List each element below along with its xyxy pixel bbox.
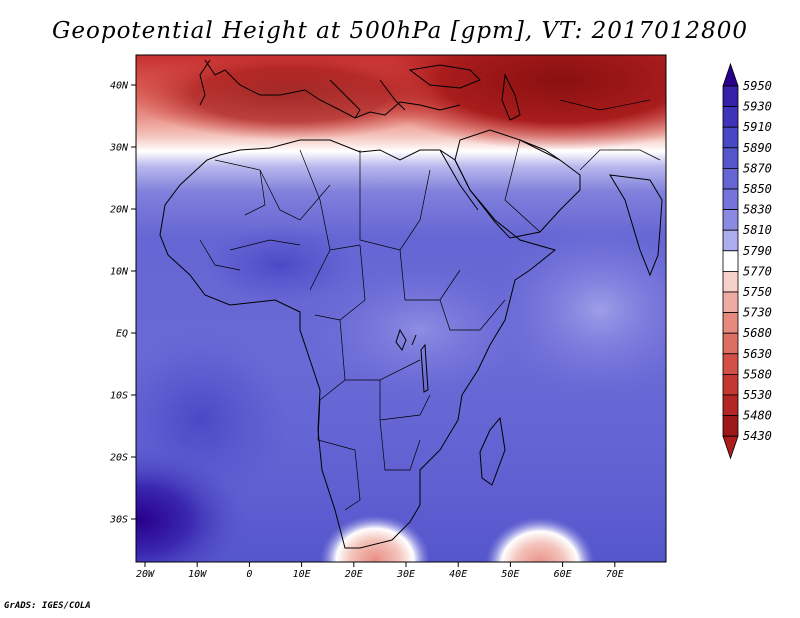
- colorbar-segment: [722, 167, 739, 190]
- lon-tick-label: 20E: [345, 569, 363, 580]
- colorbar-label: 5830: [743, 203, 772, 217]
- colorbar-segment: [722, 126, 739, 149]
- colorbar-label: 5930: [743, 100, 772, 114]
- colorbar-label: 5790: [743, 244, 772, 258]
- lon-tick-label: 40E: [449, 569, 467, 580]
- lon-tick-label: 0: [246, 569, 252, 580]
- colorbar-top-arrow: [722, 62, 739, 87]
- colorbar-segment: [722, 209, 739, 231]
- lon-tick-label: 10E: [293, 569, 311, 580]
- colorbar-label: 5910: [743, 120, 772, 134]
- colorbar-label: 5810: [743, 223, 772, 237]
- colorbar-label: 5950: [743, 79, 772, 93]
- colorbar-label: 5750: [743, 285, 772, 299]
- country-borders: [199, 99, 661, 511]
- lat-tick-label: 10N: [110, 267, 129, 278]
- lat-tick-label: 40N: [110, 81, 129, 92]
- lat-tick-label: 20N: [110, 205, 129, 216]
- lat-tick-label: 10S: [110, 391, 128, 402]
- colorbar-segment: [722, 291, 739, 314]
- colorbar-segment: [722, 312, 739, 334]
- colorbar-label: 5870: [743, 161, 772, 175]
- lon-tick-label: 60E: [554, 569, 572, 580]
- colorbar-segment: [722, 394, 739, 417]
- colorbar-segment: [722, 353, 739, 375]
- colorbar-label: 5580: [743, 367, 772, 381]
- map-title: Geopotential Height at 500hPa [gpm], VT:…: [52, 18, 748, 44]
- colorbar-segment: [722, 270, 739, 293]
- colorbar-segment: [722, 229, 739, 252]
- colorbar-segment: [722, 106, 739, 128]
- colorbar-label: 5770: [743, 264, 772, 278]
- colorbar-label: 5480: [743, 409, 772, 423]
- lon-tick-label: 30E: [396, 569, 415, 580]
- colorbar: 5950 5930 5910 5890 5870 5850 5830 5810 5790 5770…: [722, 62, 772, 460]
- footer-credit: GrADS: IGES/COLA: [4, 601, 91, 611]
- colorbar-label: 5850: [743, 182, 772, 196]
- longitude-axis: 20W 10W 0 10E 20E 30E 40E 50E 60E 70E: [136, 562, 624, 580]
- colorbar-segment: [722, 415, 739, 437]
- colorbar-label: 5530: [743, 388, 772, 402]
- colorbar-segment: [722, 250, 739, 272]
- colorbar-label: 5630: [743, 347, 772, 361]
- latitude-axis: 40N 30N 20N 10N EQ 10S 20S 30S: [109, 81, 136, 526]
- lat-tick-label: 30N: [109, 143, 129, 154]
- plot-frame: [135, 54, 667, 563]
- colorbar-label: 5890: [743, 141, 772, 155]
- colorbar-segment: [722, 188, 739, 211]
- coastlines: [159, 59, 663, 549]
- colorbar-segment: [722, 373, 739, 396]
- colorbar-segment: [722, 85, 739, 108]
- lon-tick-label: 20W: [136, 569, 155, 580]
- colorbar-segment: [722, 332, 739, 355]
- lat-tick-label: EQ: [116, 329, 128, 340]
- shaded-field: [136, 55, 666, 562]
- lon-tick-label: 50E: [501, 569, 519, 580]
- lat-tick-label: 30S: [109, 515, 128, 526]
- lon-tick-label: 70E: [606, 569, 624, 580]
- colorbar-label: 5680: [743, 326, 772, 340]
- lon-tick-label: 10W: [188, 569, 207, 580]
- colorbar-label: 5730: [743, 306, 772, 320]
- colorbar-segment: [722, 147, 739, 169]
- colorbar-bottom-arrow: [722, 435, 739, 460]
- lat-tick-label: 20S: [110, 453, 128, 464]
- colorbar-label: 5430: [743, 429, 772, 443]
